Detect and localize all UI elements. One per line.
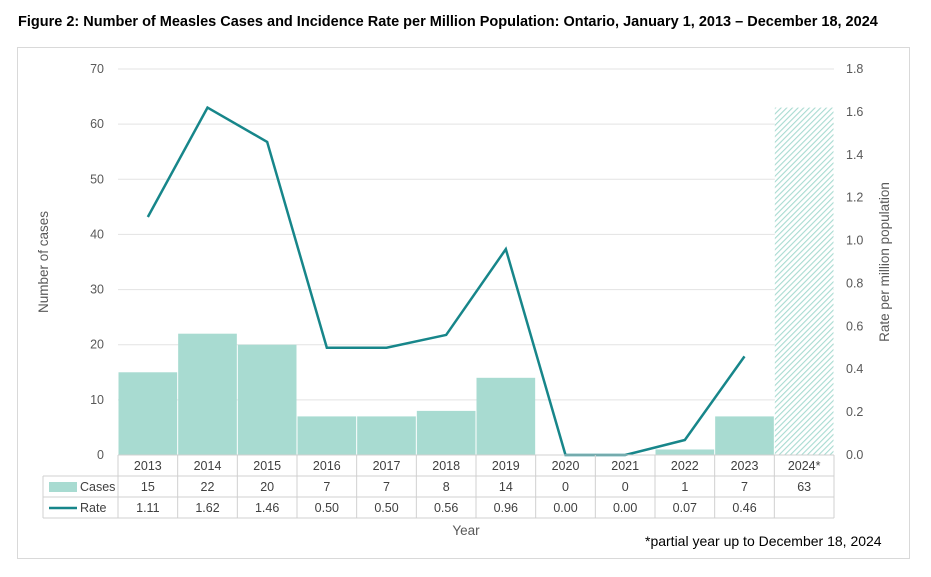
- y2-tick-label: 1.8: [846, 62, 863, 76]
- axes: 0 10 20 30 40 50 60 70 0.0 0.2 0.4 0.6 0.8 1.0 1.2 1.4 1…: [36, 62, 892, 462]
- y-tick-label: 60: [90, 117, 104, 131]
- bar-2018: [416, 410, 476, 455]
- y2-tick-label: 0.0: [846, 448, 863, 462]
- y2-tick-label: 1.0: [846, 234, 863, 248]
- bar-2019: [476, 377, 536, 455]
- footnote: *partial year up to December 18, 2024: [645, 533, 882, 549]
- rate-value: 0.00: [613, 501, 637, 515]
- x-tick-label: 2021: [611, 459, 639, 473]
- y-tick-label: 30: [90, 283, 104, 297]
- x-tick-label: 2019: [492, 459, 520, 473]
- x-tick-label: 2020: [552, 459, 580, 473]
- x-tick-label: 2017: [373, 459, 401, 473]
- bar-2014: [178, 333, 237, 455]
- y-tick-label: 10: [90, 393, 104, 407]
- y-axis-title: Number of cases: [36, 211, 51, 313]
- x-axis-title: Year: [452, 523, 480, 538]
- y2-tick-label: 1.4: [846, 148, 863, 162]
- y2-axis-title: Rate per million population: [877, 182, 892, 342]
- cases-value: 22: [201, 480, 215, 494]
- x-tick-label: 2024*: [788, 459, 821, 473]
- y2-tick-label: 0.6: [846, 319, 863, 333]
- y-tick-label: 40: [90, 227, 104, 241]
- rate-value: 0.50: [374, 501, 398, 515]
- cases-value: 15: [141, 480, 155, 494]
- cases-value: 1: [681, 480, 688, 494]
- legend-key-cases: [49, 482, 77, 492]
- cases-value: 8: [443, 480, 450, 494]
- legend-label-cases: Cases: [80, 480, 115, 494]
- rate-value: 0.07: [673, 501, 697, 515]
- cases-value: 7: [741, 480, 748, 494]
- x-tick-label: 2023: [731, 459, 759, 473]
- cases-value: 20: [260, 480, 274, 494]
- y2-tick-label: 1.6: [846, 105, 863, 119]
- rate-value: 1.11: [136, 501, 159, 515]
- x-tick-label: 2016: [313, 459, 341, 473]
- rate-value: 1.46: [255, 501, 279, 515]
- x-tick-label: 2014: [194, 459, 222, 473]
- x-tick-label: 2018: [432, 459, 460, 473]
- bar-2023: [715, 416, 774, 455]
- y2-tick-label: 0.8: [846, 276, 863, 290]
- rate-value: 0.96: [494, 501, 518, 515]
- y-tick-label: 70: [90, 62, 104, 76]
- y2-tick-label: 1.2: [846, 191, 863, 205]
- x-tick-label: 2022: [671, 459, 699, 473]
- bar-2024: [774, 107, 834, 455]
- bar-2013: [118, 372, 178, 455]
- y2-tick-label: 0.4: [846, 362, 863, 376]
- cases-value: 63: [797, 480, 811, 494]
- rate-value: 1.62: [195, 501, 219, 515]
- rate-value: 0.56: [434, 501, 458, 515]
- cases-value: 0: [622, 480, 629, 494]
- bar-2017: [357, 416, 416, 455]
- bar-2016: [297, 416, 357, 455]
- chart-frame: [17, 47, 910, 559]
- y-tick-label: 50: [90, 172, 104, 186]
- bar-2015: [237, 344, 297, 455]
- x-tick-label: 2013: [134, 459, 162, 473]
- cases-value: 14: [499, 480, 513, 494]
- x-tick-label: 2015: [253, 459, 281, 473]
- rate-value: 0.50: [315, 501, 339, 515]
- bar-2022: [655, 449, 715, 455]
- line-series-rate: [146, 105, 746, 457]
- bar-series-cases: [118, 107, 834, 455]
- rate-value: 0.00: [553, 501, 577, 515]
- figure-title: Figure 2: Number of Measles Cases and In…: [18, 14, 878, 30]
- cases-value: 7: [383, 480, 390, 494]
- data-table: 2013 2014 2015 2016 2017 2018 2019 2020 2021 2022…: [42, 454, 835, 538]
- legend-label-rate: Rate: [80, 501, 106, 515]
- cases-value: 0: [562, 480, 569, 494]
- y2-tick-label: 0.2: [846, 405, 863, 419]
- rate-line: [146, 105, 746, 457]
- cases-value: 7: [323, 480, 330, 494]
- y-tick-label: 0: [97, 448, 104, 462]
- rate-value: 0.46: [732, 501, 756, 515]
- y-tick-label: 20: [90, 338, 104, 352]
